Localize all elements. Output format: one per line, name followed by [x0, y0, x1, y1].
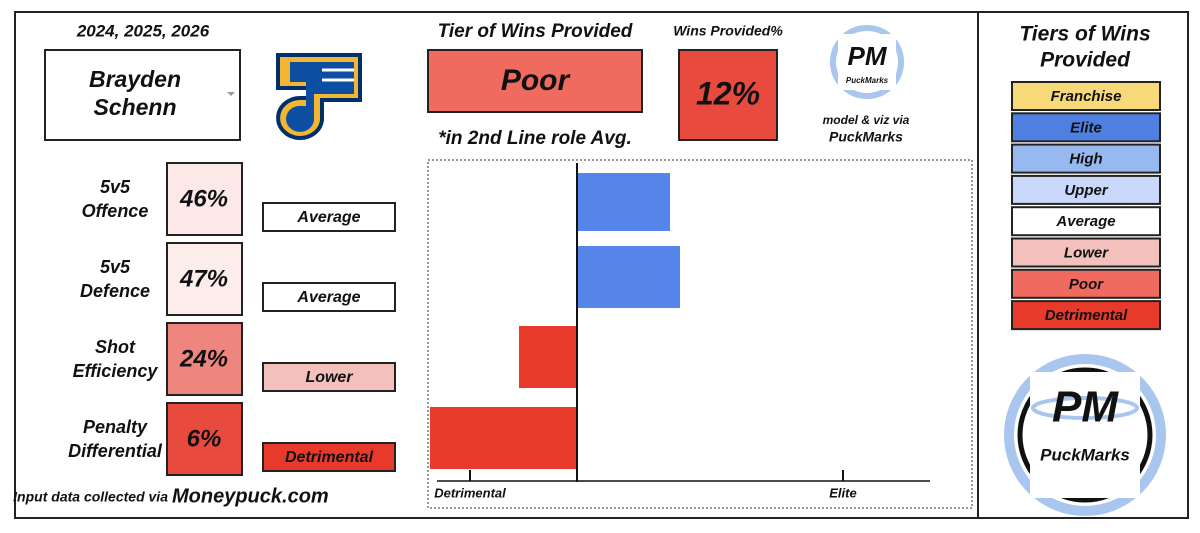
legend-swatch	[1011, 237, 1161, 268]
logo-text: PM	[1052, 383, 1119, 432]
metric-label: Differential	[68, 441, 163, 461]
metric-label: Defence	[80, 281, 150, 301]
metric-label: 5v5	[100, 257, 131, 277]
credit-line: PuckMarks	[829, 129, 903, 145]
legend-label: Franchise	[1051, 88, 1122, 105]
tier-note: *in 2nd Line role Avg.	[438, 128, 632, 149]
legend-swatch	[1011, 81, 1161, 111]
legend-label: Poor	[1069, 276, 1104, 293]
legend-swatch	[1011, 174, 1161, 205]
frame	[14, 11, 1189, 519]
metric-pct-box	[166, 162, 243, 236]
tier-title: Tier of Wins Provided	[438, 21, 633, 42]
legend-swatch	[1011, 206, 1161, 237]
legend-swatch	[1011, 112, 1161, 143]
legend-title: Provided	[1040, 49, 1131, 72]
metric-tier: Average	[296, 289, 360, 306]
metric-label: Offence	[82, 201, 149, 221]
bar	[577, 173, 670, 231]
logo-brand: PuckMarks	[1040, 445, 1130, 464]
metric-tier: Average	[296, 209, 360, 226]
footer-source: Moneypuck.com	[172, 485, 329, 507]
team-logo	[276, 53, 362, 140]
metric-tier: Lower	[305, 369, 353, 386]
credit-line: model & viz via	[823, 113, 910, 127]
metric-tier-box	[262, 282, 396, 312]
player-select[interactable]	[44, 49, 241, 141]
metric-label: Efficiency	[73, 361, 159, 381]
player-name: Schenn	[93, 94, 176, 120]
legend-swatch	[1011, 300, 1161, 331]
footer-prefix: Input data collected via	[13, 489, 168, 505]
logo-text: PM	[848, 41, 888, 71]
tier-value: Poor	[501, 64, 572, 97]
bar	[430, 407, 577, 469]
legend-swatch	[1011, 143, 1161, 174]
legend-label: Upper	[1064, 182, 1109, 199]
big-logo: PM PuckMarks	[1004, 354, 1166, 516]
metric-pct-box	[166, 322, 243, 396]
metric-tier-box	[262, 202, 396, 232]
metric-tier-box	[262, 362, 396, 392]
legend-swatch	[1011, 268, 1161, 299]
chart-frame	[427, 159, 973, 509]
bar	[519, 326, 577, 388]
metric-tier-box	[262, 442, 396, 472]
tier-box	[427, 49, 643, 113]
metric-label: 5v5	[100, 177, 131, 197]
small-logo: PM PuckMarks	[830, 25, 904, 99]
wins-box	[678, 49, 778, 141]
wins-value: 12%	[696, 75, 760, 111]
metric-pct: 6%	[187, 425, 222, 452]
metric-pct: 46%	[179, 185, 228, 212]
metric-label: Shot	[95, 337, 136, 357]
caret	[227, 92, 235, 96]
metric-pct: 47%	[179, 265, 228, 292]
x-tick-label: Elite	[829, 485, 856, 500]
years: 2024, 2025, 2026	[76, 21, 210, 40]
wins-title: Wins Provided%	[673, 23, 783, 39]
metric-label: Penalty	[83, 417, 148, 437]
legend-label: High	[1069, 151, 1102, 168]
player-name: Brayden	[89, 66, 181, 92]
metric-pct-box	[166, 242, 243, 316]
metric-pct-box	[166, 402, 243, 476]
legend-label: Detrimental	[1045, 307, 1128, 324]
metric-pct: 24%	[179, 345, 228, 372]
x-tick-label: Detrimental	[434, 485, 506, 500]
logo-brand: PuckMarks	[846, 76, 889, 85]
bar	[577, 246, 680, 308]
legend-label: Average	[1055, 213, 1115, 230]
metric-tier: Detrimental	[285, 449, 374, 466]
legend-title: Tiers of Wins	[1019, 23, 1150, 46]
legend-label: Lower	[1064, 244, 1109, 261]
legend-label: Elite	[1070, 119, 1102, 136]
